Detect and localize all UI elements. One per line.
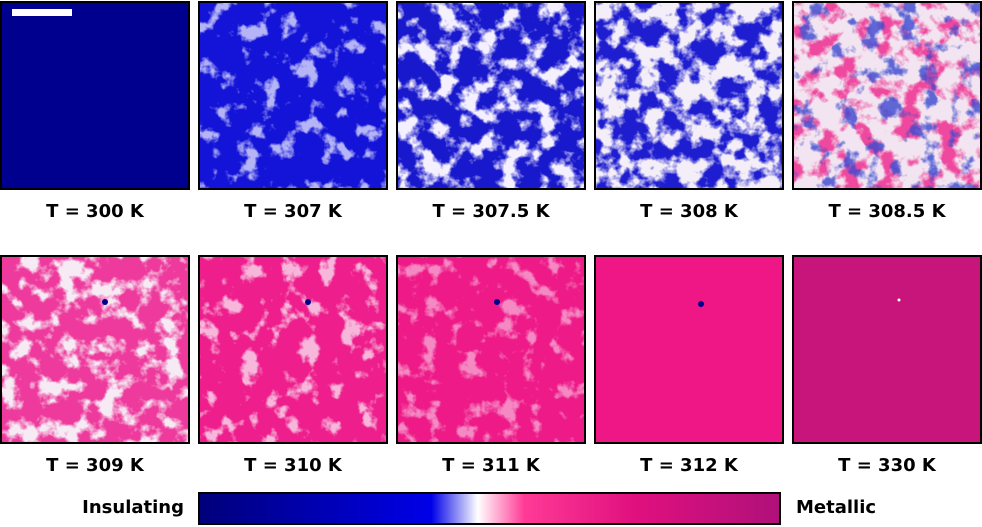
panel-label: T = 308 K	[640, 201, 739, 222]
panel-label: T = 311 K	[442, 455, 541, 476]
panel: T = 330 K	[792, 255, 982, 476]
panel-label: T = 300 K	[46, 201, 145, 222]
panel: T = 311 K	[396, 255, 586, 476]
panel-label: T = 308.5 K	[828, 201, 946, 222]
panel: T = 310 K	[198, 255, 388, 476]
panel: T = 312 K	[594, 255, 784, 476]
panel: T = 307.5 K	[396, 1, 586, 222]
panel: T = 308.5 K	[792, 1, 982, 222]
colorbar	[198, 492, 781, 525]
scale-bar	[12, 9, 72, 16]
colorbar-min-label: Insulating	[82, 497, 184, 518]
colorbar-max-label: Metallic	[796, 497, 876, 518]
panel-label: T = 307.5 K	[432, 201, 550, 222]
panel-label: T = 307 K	[244, 201, 343, 222]
panel: T = 307 K	[198, 1, 388, 222]
panel-label: T = 330 K	[838, 455, 937, 476]
panel-label: T = 309 K	[46, 455, 145, 476]
panel: T = 300 K	[0, 1, 190, 222]
panel: T = 308 K	[594, 1, 784, 222]
panel-label: T = 312 K	[640, 455, 739, 476]
panel: T = 309 K	[0, 255, 190, 476]
panel-label: T = 310 K	[244, 455, 343, 476]
